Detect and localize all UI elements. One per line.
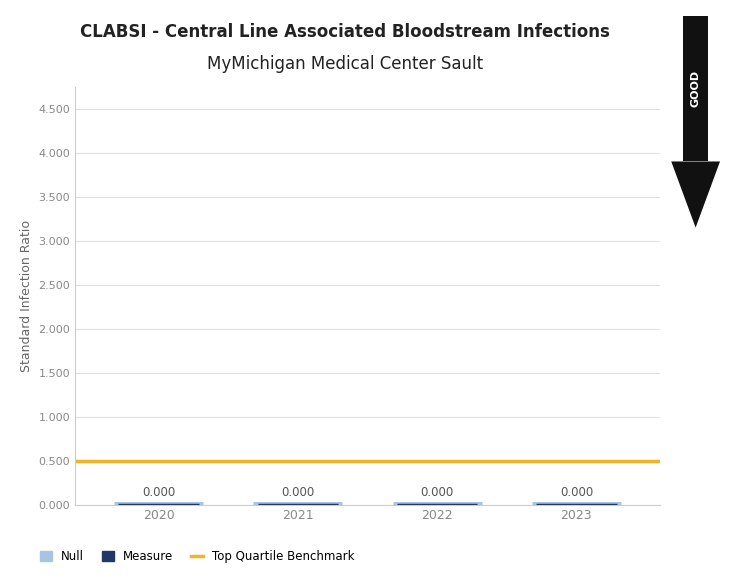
Text: 0.000: 0.000 bbox=[142, 486, 176, 499]
Text: 0.000: 0.000 bbox=[421, 486, 454, 499]
Legend: Null, Measure, Top Quartile Benchmark: Null, Measure, Top Quartile Benchmark bbox=[40, 550, 355, 563]
Text: 0.000: 0.000 bbox=[281, 486, 314, 499]
Text: CLABSI - Central Line Associated Bloodstream Infections: CLABSI - Central Line Associated Bloodst… bbox=[80, 23, 610, 41]
Text: MyMichigan Medical Center Sault: MyMichigan Medical Center Sault bbox=[207, 55, 483, 73]
Y-axis label: Standard Infection Ratio: Standard Infection Ratio bbox=[20, 220, 33, 372]
Bar bbox=[683, 16, 708, 161]
Text: 0.000: 0.000 bbox=[560, 486, 593, 499]
Polygon shape bbox=[671, 161, 720, 227]
Text: GOOD: GOOD bbox=[691, 70, 700, 107]
